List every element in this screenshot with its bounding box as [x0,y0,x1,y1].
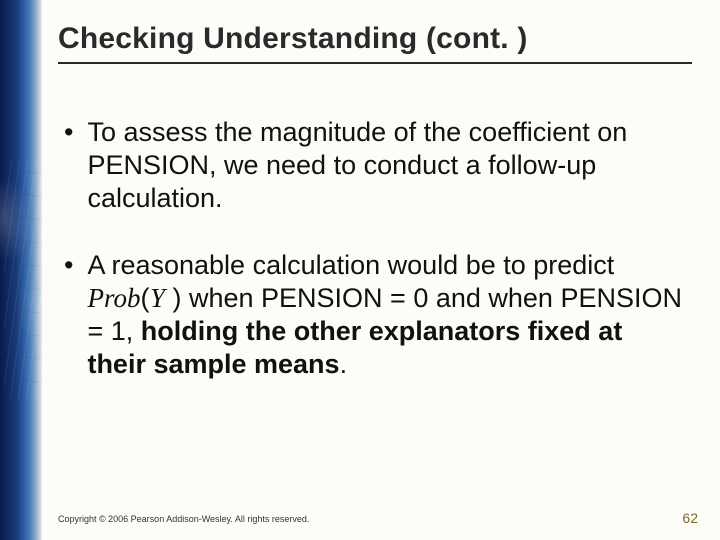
page-number: 62 [682,510,698,526]
bullet-dot-icon: • [64,116,73,215]
bullet-trailing-punct: . [340,349,348,379]
prob-label: Prob [87,283,140,313]
copyright-footer: Copyright © 2006 Pearson Addison-Wesley.… [58,514,309,524]
prob-arg: Y [150,283,165,313]
bullet-list: • To assess the magnitude of the coeffic… [58,116,692,381]
bullet-text-bold: holding the other explanators fixed at t… [87,316,622,379]
title-underline [58,62,692,64]
bullet-text: To assess the magnitude of the coefficie… [87,116,682,215]
list-item: • To assess the magnitude of the coeffic… [64,116,682,215]
slide-content: Checking Understanding (cont. ) • To ass… [58,22,692,520]
bullet-dot-icon: • [64,249,73,381]
bullet-text: A reasonable calculation would be to pre… [87,249,682,381]
bullet-text-prefix: A reasonable calculation would be to pre… [87,250,614,280]
slide-title: Checking Understanding (cont. ) [58,22,692,56]
close-paren: ) [165,283,182,313]
decorative-sidebar [0,0,42,540]
open-paren: ( [140,283,150,313]
list-item: • A reasonable calculation would be to p… [64,249,682,381]
